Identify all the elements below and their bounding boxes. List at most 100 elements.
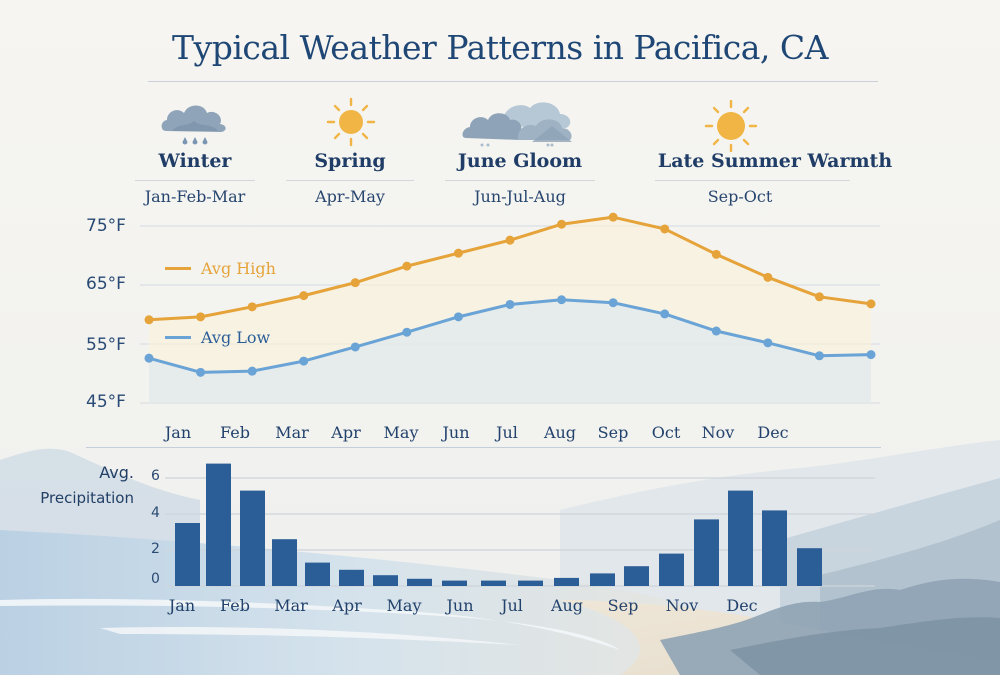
legend-label-high: Avg High (201, 259, 276, 278)
x-tick: Sep (597, 423, 629, 442)
x-tick: Mar (275, 423, 309, 442)
high-data-point (608, 212, 618, 222)
season-name: Late Summer Warmth (657, 150, 893, 172)
x-tick: Jan (168, 596, 196, 615)
x-tick: Apr (332, 596, 362, 615)
low-data-point (608, 298, 618, 308)
season-june-gloom: June Gloom Jun-Jul-Aug (440, 150, 600, 206)
fog-clouds-icon (462, 102, 572, 147)
x-tick: Aug (550, 596, 584, 615)
season-divider (445, 180, 595, 181)
low-data-point (660, 309, 670, 319)
y-tick-6: 6 (151, 468, 160, 484)
high-data-point (299, 291, 309, 301)
high-data-point (196, 312, 206, 322)
high-data-point (350, 278, 360, 288)
precip-bar (481, 580, 506, 586)
legend-avg-high: Avg High (165, 259, 276, 278)
low-data-point (711, 326, 721, 336)
low-data-point (557, 295, 567, 305)
low-data-point (299, 356, 309, 366)
season-name: Winter (158, 150, 232, 172)
precip-bar (373, 575, 398, 586)
low-data-point (247, 366, 257, 376)
y-tick-2: 2 (151, 541, 160, 557)
precip-bar (728, 490, 753, 586)
high-data-point (814, 292, 824, 302)
legend-label-low: Avg Low (201, 328, 271, 347)
season-months: Jan-Feb-Mar (144, 187, 246, 206)
x-tick: Nov (701, 423, 735, 442)
x-tick: Dec (757, 423, 789, 442)
x-tick: Apr (331, 423, 361, 442)
precip-bar (590, 573, 615, 586)
high-data-point (711, 249, 721, 259)
y-tick-65: 65°F (86, 274, 126, 294)
low-data-point (763, 338, 773, 348)
sun-icon (326, 97, 376, 147)
high-data-point (866, 299, 876, 309)
precip-axis-label: Avg. Precipitation (30, 463, 134, 507)
high-data-point (763, 272, 773, 282)
precip-bar (762, 510, 787, 586)
precip-bar (175, 523, 200, 586)
high-data-point (557, 219, 567, 229)
precip-bar (797, 548, 822, 586)
legend-swatch-high (165, 267, 191, 270)
high-data-point (247, 302, 257, 312)
precip-bar (272, 539, 297, 586)
high-data-point (144, 315, 154, 325)
title-divider (148, 81, 878, 82)
x-tick: Feb (220, 423, 250, 442)
x-tick: Jul (496, 423, 518, 442)
x-tick: Sep (607, 596, 639, 615)
low-area-fill (149, 299, 871, 403)
low-data-point (453, 312, 463, 322)
low-data-point (402, 327, 412, 337)
season-months: Apr-May (315, 187, 385, 206)
x-tick: Jan (164, 423, 192, 442)
low-data-point (505, 299, 515, 309)
chart-divider (86, 447, 881, 448)
season-spring: Spring Apr-May (285, 150, 415, 206)
x-tick: Feb (220, 596, 250, 615)
season-name: June Gloom (457, 150, 583, 172)
season-name: Spring (314, 150, 386, 172)
high-data-point (453, 248, 463, 258)
season-divider (286, 180, 414, 181)
chart-title: Typical Weather Patterns in Pacifica, CA (172, 28, 828, 67)
season-winter: Winter Jan-Feb-Mar (130, 150, 260, 206)
y-tick-75: 75°F (86, 216, 126, 236)
high-data-point (660, 224, 670, 234)
y-tick-45: 45°F (86, 392, 126, 412)
season-divider (655, 180, 850, 181)
high-data-point (505, 235, 515, 245)
legend-swatch-low (165, 336, 191, 339)
rain-cloud-icon (161, 105, 226, 145)
x-tick: Nov (665, 596, 699, 615)
legend-avg-low: Avg Low (165, 328, 270, 347)
precip-bar (624, 566, 649, 586)
precip-bar (206, 463, 231, 586)
low-data-point (866, 350, 876, 360)
sun-icon (704, 100, 758, 152)
y-tick-55: 55°F (86, 335, 126, 355)
low-data-point (814, 351, 824, 361)
y-tick-4: 4 (151, 505, 160, 521)
precip-bar (694, 519, 719, 586)
precip-bar (518, 580, 543, 586)
precip-bar (407, 578, 432, 586)
precip-label-line1: Avg. (99, 463, 134, 482)
x-tick: Oct (651, 423, 681, 442)
low-data-point (196, 367, 206, 377)
season-divider (135, 180, 255, 181)
x-tick: Jul (501, 596, 523, 615)
low-data-point (144, 353, 154, 363)
high-data-point (402, 261, 412, 271)
precip-bar (339, 569, 364, 586)
precip-label-line2: Precipitation (40, 489, 134, 507)
season-late-summer: Late Summer Warmth Sep-Oct (655, 150, 895, 206)
precip-bar (305, 562, 330, 586)
season-months: Jun-Jul-Aug (474, 187, 566, 206)
